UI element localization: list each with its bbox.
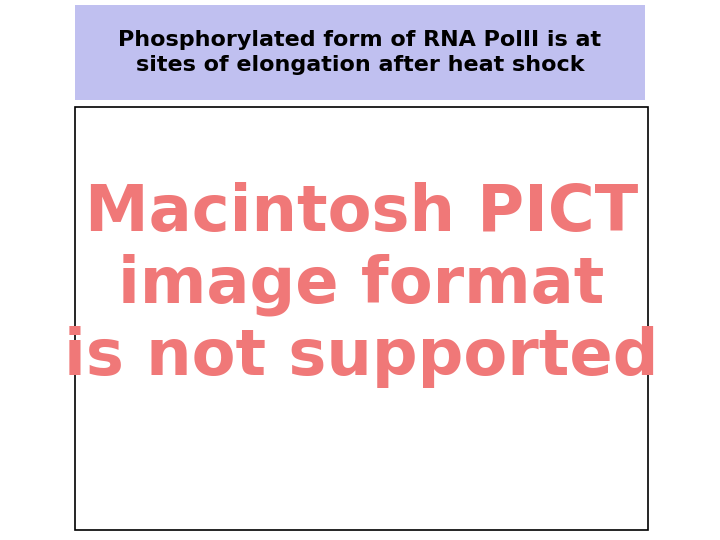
Bar <box>75 5 645 100</box>
Bar <box>75 107 648 530</box>
Text: Macintosh PICT
image format
is not supported: Macintosh PICT image format is not suppo… <box>64 181 659 388</box>
Text: Phosphorylated form of RNA PolII is at
sites of elongation after heat shock: Phosphorylated form of RNA PolII is at s… <box>118 30 602 75</box>
